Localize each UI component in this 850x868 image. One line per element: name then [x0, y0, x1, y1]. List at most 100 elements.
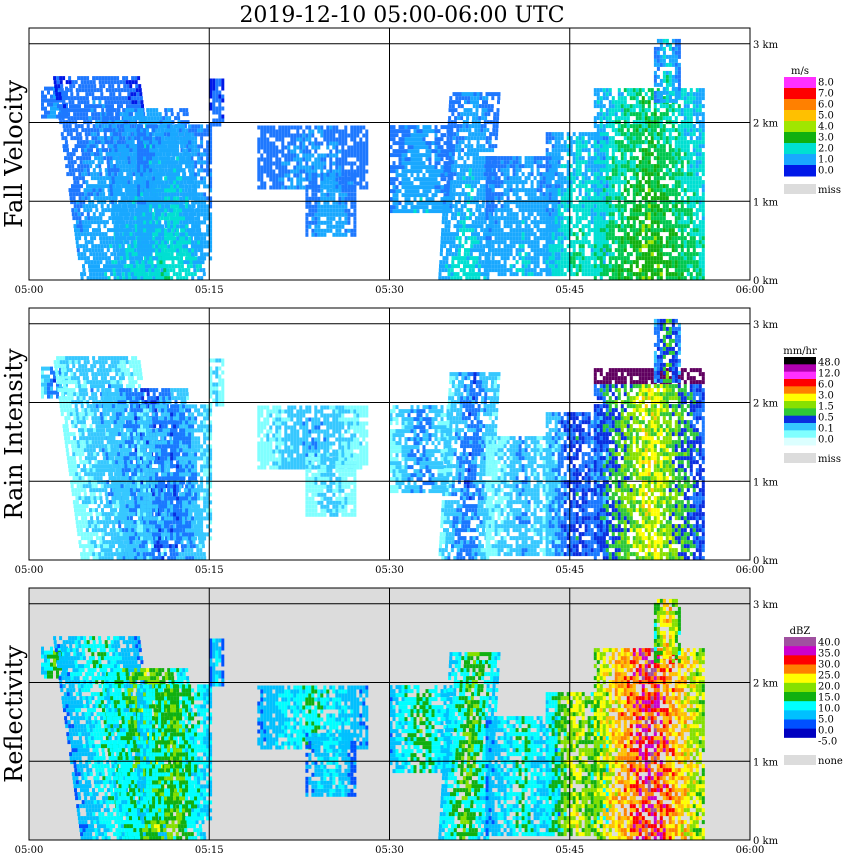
heatmap-cell: [396, 153, 399, 157]
heatmap-cell: [179, 188, 182, 192]
heatmap-cell: [481, 116, 484, 120]
heatmap-cell: [164, 184, 167, 188]
heatmap-cell: [493, 124, 496, 128]
heatmap-cell: [179, 252, 182, 256]
heatmap-cell: [188, 176, 191, 180]
heatmap-cell: [311, 229, 314, 233]
heatmap-cell: [161, 188, 164, 192]
heatmap-cell: [80, 100, 83, 104]
heatmap-cell: [126, 196, 129, 200]
heatmap-cell: [72, 104, 75, 108]
heatmap-cell: [101, 268, 104, 272]
heatmap-cell: [191, 204, 194, 208]
heatmap-cell: [101, 252, 104, 256]
heatmap-cell: [96, 192, 99, 196]
heatmap-cell: [105, 256, 108, 260]
heatmap-cell: [356, 150, 359, 154]
heatmap-cell: [305, 193, 308, 197]
heatmap-cell: [144, 260, 147, 264]
heatmap-cell: [468, 92, 471, 96]
heatmap-cell: [299, 170, 302, 174]
heatmap-cell: [275, 154, 278, 158]
heatmap-cell: [148, 260, 151, 264]
heatmap-cell: [423, 137, 426, 141]
heatmap-cell: [308, 225, 311, 229]
heatmap-cell: [74, 208, 77, 212]
heatmap-cell: [122, 192, 125, 196]
heatmap-cell: [77, 140, 80, 144]
heatmap-cell: [320, 173, 323, 177]
heatmap-cell: [120, 232, 123, 236]
heatmap-cell: [116, 244, 119, 248]
heatmap-cell: [101, 248, 104, 252]
heatmap-cell: [479, 252, 482, 256]
heatmap-cell: [516, 160, 519, 164]
heatmap-cell: [41, 95, 44, 99]
heatmap-cell: [152, 224, 155, 228]
heatmap-cell: [507, 204, 510, 208]
heatmap-cell: [127, 236, 130, 240]
heatmap-cell: [152, 256, 155, 260]
heatmap-cell: [311, 154, 314, 158]
heatmap-cell: [429, 125, 432, 129]
heatmap-cell: [458, 244, 461, 248]
heatmap-cell: [323, 138, 326, 142]
heatmap-cell: [320, 177, 323, 181]
heatmap-cell: [90, 232, 93, 236]
heatmap-cell: [426, 165, 429, 169]
heatmap-cell: [93, 256, 96, 260]
heatmap-cell: [137, 96, 140, 100]
heatmap-cell: [405, 161, 408, 165]
heatmap-cell: [82, 180, 85, 184]
heatmap-cell: [329, 225, 332, 229]
heatmap-cell: [88, 196, 91, 200]
heatmap-cell: [99, 80, 102, 84]
heatmap-cell: [481, 212, 484, 216]
heatmap-cell: [393, 193, 396, 197]
heatmap-cell: [71, 96, 74, 100]
heatmap-cell: [185, 272, 188, 276]
heatmap-cell: [86, 164, 89, 168]
heatmap-cell: [160, 264, 163, 268]
heatmap-cell: [136, 268, 139, 272]
heatmap-cell: [296, 170, 299, 174]
heatmap-cell: [155, 140, 158, 144]
heatmap-cell: [299, 162, 302, 166]
heatmap-cell: [199, 268, 202, 272]
heatmap-cell: [479, 248, 482, 252]
heatmap-cell: [463, 220, 466, 224]
heatmap-cell: [281, 138, 284, 142]
heatmap-cell: [335, 178, 338, 182]
heatmap-cell: [91, 240, 94, 244]
heatmap-cell: [480, 228, 483, 232]
heatmap-cell: [417, 129, 420, 133]
heatmap-cell: [104, 76, 107, 80]
heatmap-cell: [194, 192, 197, 196]
heatmap-cell: [116, 108, 119, 112]
heatmap-cell: [63, 104, 66, 108]
heatmap-cell: [402, 181, 405, 185]
heatmap-cell: [435, 165, 438, 169]
heatmap-cell: [519, 204, 522, 208]
heatmap-cell: [478, 212, 481, 216]
heatmap-cell: [98, 228, 101, 232]
heatmap-cell: [176, 168, 179, 172]
heatmap-cell: [510, 240, 513, 244]
heatmap-cell: [445, 220, 448, 224]
heatmap-cell: [491, 144, 494, 148]
heatmap-cell: [140, 180, 143, 184]
heatmap-cell: [260, 174, 263, 178]
heatmap-cell: [317, 229, 320, 233]
heatmap-cell: [335, 146, 338, 150]
heatmap-cell: [215, 99, 218, 103]
heatmap-cell: [149, 140, 152, 144]
heatmap-cell: [495, 208, 498, 212]
heatmap-cell: [269, 126, 272, 130]
heatmap-cell: [465, 228, 468, 232]
heatmap-cell: [435, 177, 438, 181]
heatmap-cell: [451, 260, 454, 264]
heatmap-cell: [450, 180, 453, 184]
heatmap-cell: [41, 107, 44, 111]
heatmap-cell: [167, 252, 170, 256]
heatmap-cell: [435, 209, 438, 213]
